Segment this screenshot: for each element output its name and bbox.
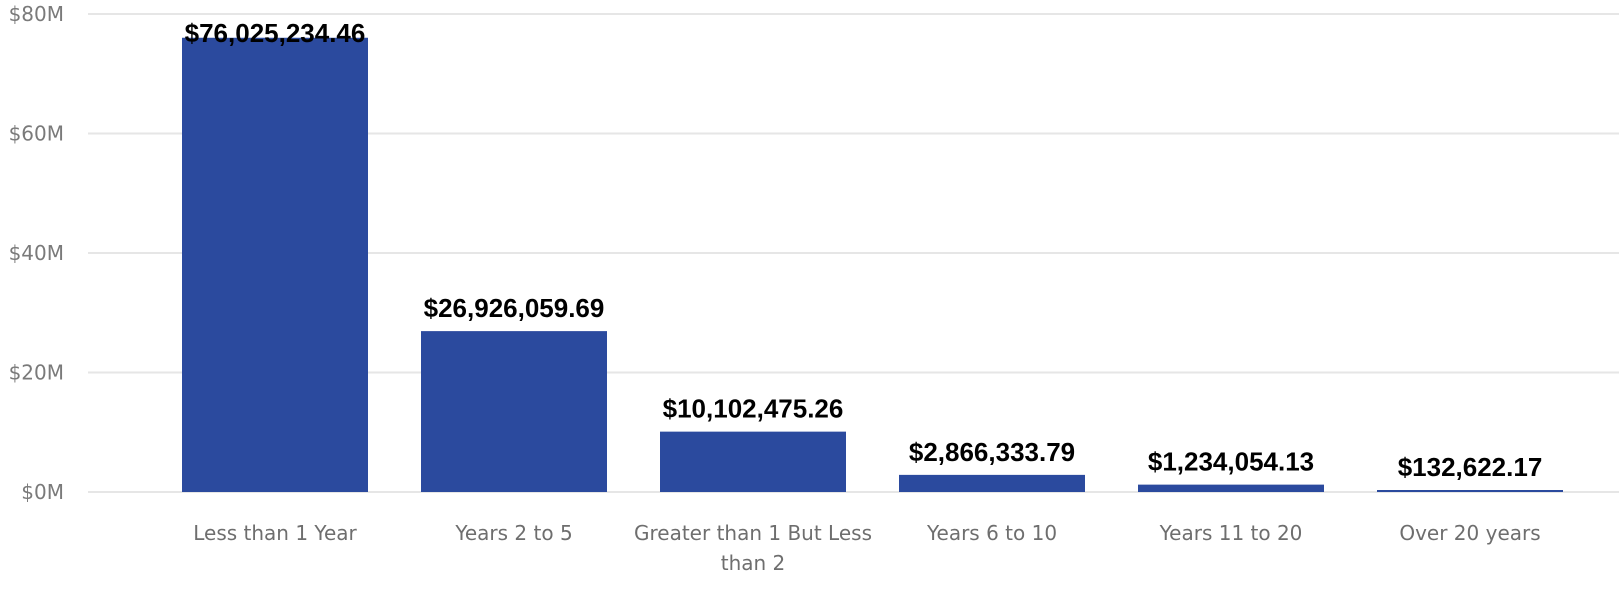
data-label: $10,102,475.26 (663, 394, 844, 424)
bar[interactable] (1377, 490, 1563, 492)
x-category-label: Years 6 to 10 (926, 521, 1057, 545)
data-label: $26,926,059.69 (424, 293, 605, 323)
data-labels: $76,025,234.46 $26,926,059.69 $10,102,475.… (185, 18, 1543, 482)
bar[interactable] (660, 431, 846, 492)
data-label: $76,025,234.46 (185, 18, 366, 48)
bar[interactable] (421, 331, 607, 492)
y-tick-label: $0M (21, 480, 64, 504)
x-category-label: Years 2 to 5 (454, 521, 572, 545)
y-tick-label: $60M (9, 122, 64, 146)
data-label: $132,622.17 (1398, 452, 1543, 482)
bar[interactable] (182, 37, 368, 492)
bar[interactable] (1138, 484, 1324, 492)
bar[interactable] (899, 474, 1085, 492)
x-category-label: Less than 1 Year (193, 521, 357, 545)
x-axis-category-labels: Less than 1 Year Years 2 to 5 Greater than… (193, 521, 1540, 575)
x-category-label: Over 20 years (1399, 521, 1540, 545)
bars (182, 37, 1563, 492)
data-label: $1,234,054.13 (1148, 447, 1314, 477)
x-category-label: Greater than 1 But Less than 2 (634, 521, 872, 575)
y-tick-label: $40M (9, 241, 64, 265)
x-category-label: Years 11 to 20 (1159, 521, 1303, 545)
y-tick-label: $20M (9, 361, 64, 385)
data-label: $2,866,333.79 (909, 437, 1075, 467)
y-axis-tick-labels: $0M $20M $40M $60M $80M (9, 2, 64, 504)
y-tick-label: $80M (9, 2, 64, 26)
